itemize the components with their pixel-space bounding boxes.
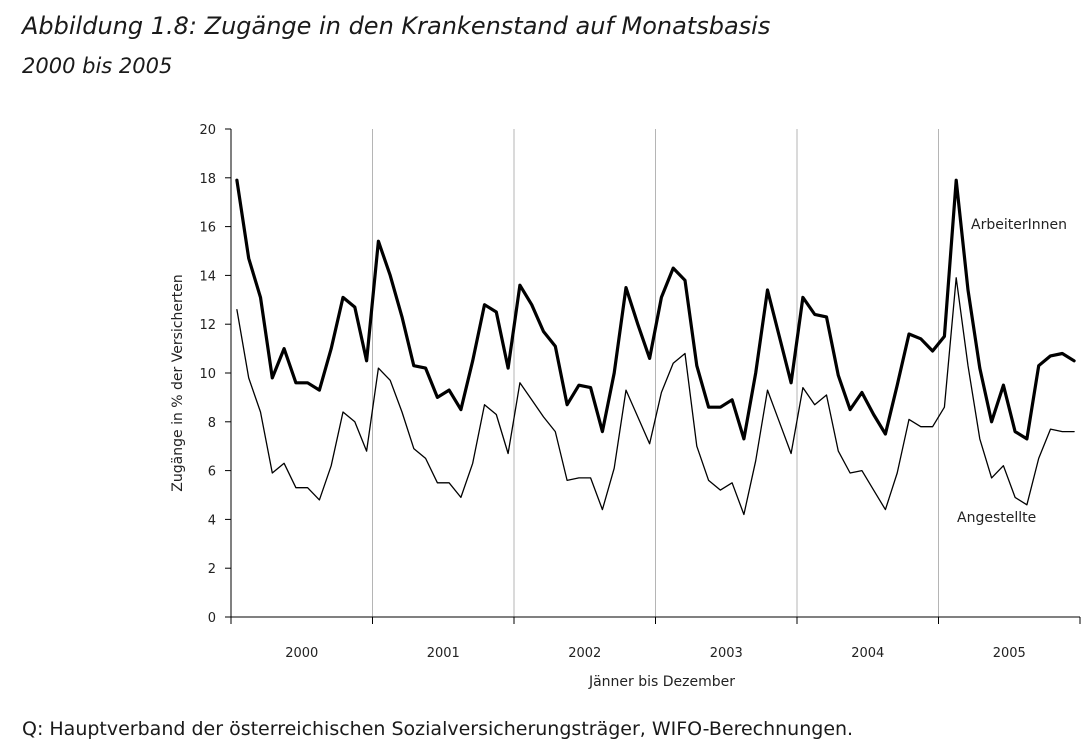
x-tick-label-2003: 2003 (710, 646, 743, 661)
y-tick-label: 2 (208, 562, 216, 577)
x-tick-label-2005: 2005 (993, 646, 1026, 661)
year-grid (372, 129, 939, 617)
x-axis-label: Jänner bis Dezember (588, 674, 735, 690)
y-tick-label: 16 (199, 221, 216, 236)
chart-title: Abbildung 1.8: Zugänge in den Krankensta… (22, 12, 771, 40)
x-tick-label-2004: 2004 (851, 646, 884, 661)
y-axis-label: Zugänge in % der Versicherten (170, 274, 186, 491)
x-tick-label-2001: 2001 (427, 646, 460, 661)
x-ticks: 2000 2001 2002 2003 2004 2005 (230, 617, 1081, 661)
y-tick-label: 6 (208, 465, 216, 480)
y-tick-label: 14 (199, 269, 216, 284)
y-ticks: 0 2 4 6 8 10 12 14 16 18 20 (199, 123, 231, 626)
y-tick-label: 10 (199, 367, 216, 382)
y-tick-label: 8 (208, 416, 216, 431)
series-line-angestellte (236, 277, 1075, 516)
series-line-arbeiterinnen (235, 178, 1076, 441)
series-label-arbeiterinnen: ArbeiterInnen (971, 217, 1067, 233)
y-tick-label: 12 (199, 318, 216, 333)
series-lines (235, 178, 1076, 516)
y-tick-label: 20 (199, 123, 216, 138)
x-tick-label-2002: 2002 (568, 646, 601, 661)
y-tick-label: 18 (199, 172, 216, 187)
y-tick-label: 0 (208, 611, 216, 626)
series-label-angestellte: Angestellte (957, 510, 1036, 526)
x-tick-label-2000: 2000 (285, 646, 318, 661)
y-tick-label: 4 (208, 513, 216, 528)
source-note: Q: Hauptverband der österreichischen Soz… (22, 718, 854, 740)
chart-subtitle: 2000 bis 2005 (22, 54, 173, 78)
